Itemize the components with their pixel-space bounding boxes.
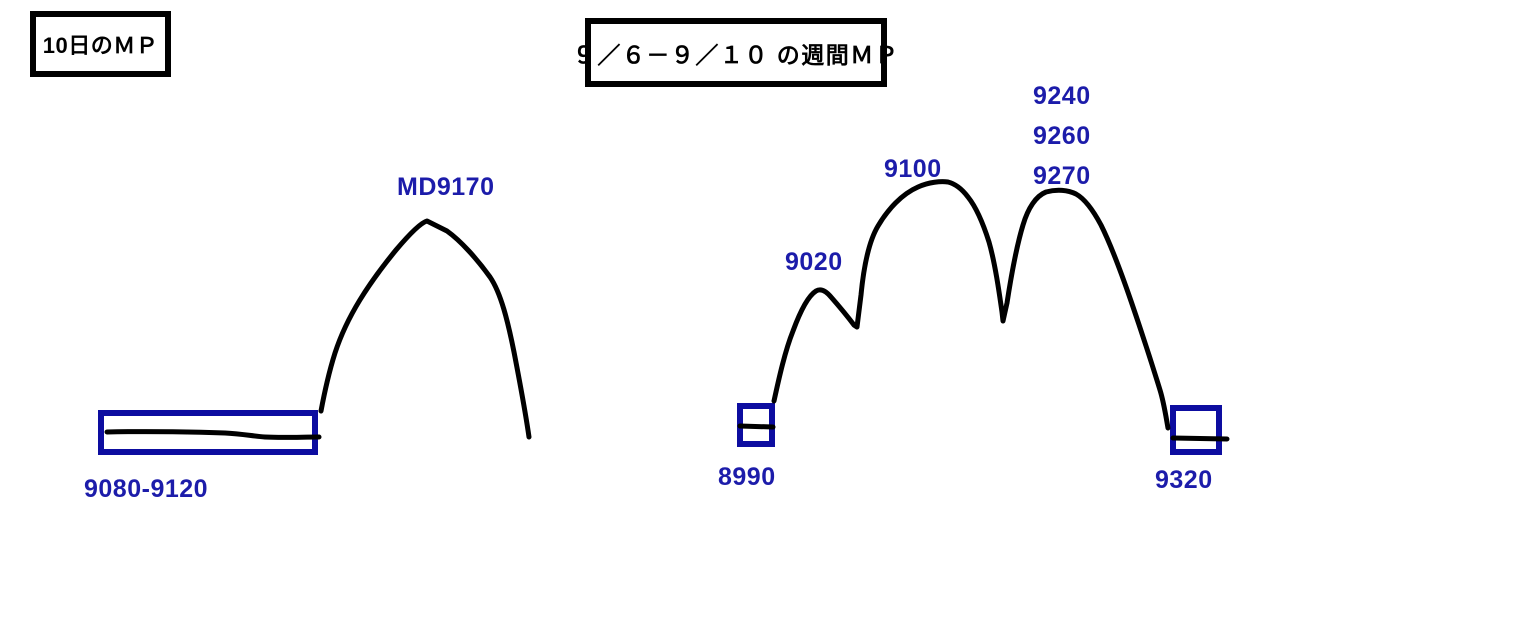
weekly-profile-curve <box>771 179 1171 431</box>
weekly-peak3-label-3: 9270 <box>1033 162 1091 190</box>
daily-range-box <box>98 410 318 455</box>
weekly-panel-title-box: ９／６－９／１０ の週間ＭＰ <box>573 18 898 87</box>
weekly-peak3-label-1: 9240 <box>1033 82 1091 110</box>
weekly-peak3-label-2: 9260 <box>1033 122 1091 150</box>
daily-peak-label: MD9170 <box>397 173 495 201</box>
weekly-right-endpoint-label: 9320 <box>1155 466 1213 494</box>
daily-panel-title-box: 10日のＭＰ <box>30 11 171 77</box>
weekly-peak1-label: 9020 <box>785 248 843 276</box>
weekly-left-endpoint-box <box>737 403 775 447</box>
daily-panel-title: 10日のＭＰ <box>42 33 159 58</box>
daily-range-label: 9080-9120 <box>84 475 209 503</box>
weekly-left-endpoint-label: 8990 <box>718 463 776 491</box>
weekly-panel-title: ９／６－９／１０ の週間ＭＰ <box>572 41 900 68</box>
weekly-peak2-label: 9100 <box>884 155 942 183</box>
weekly-right-endpoint-box <box>1170 405 1222 455</box>
daily-profile-curve <box>318 218 532 440</box>
